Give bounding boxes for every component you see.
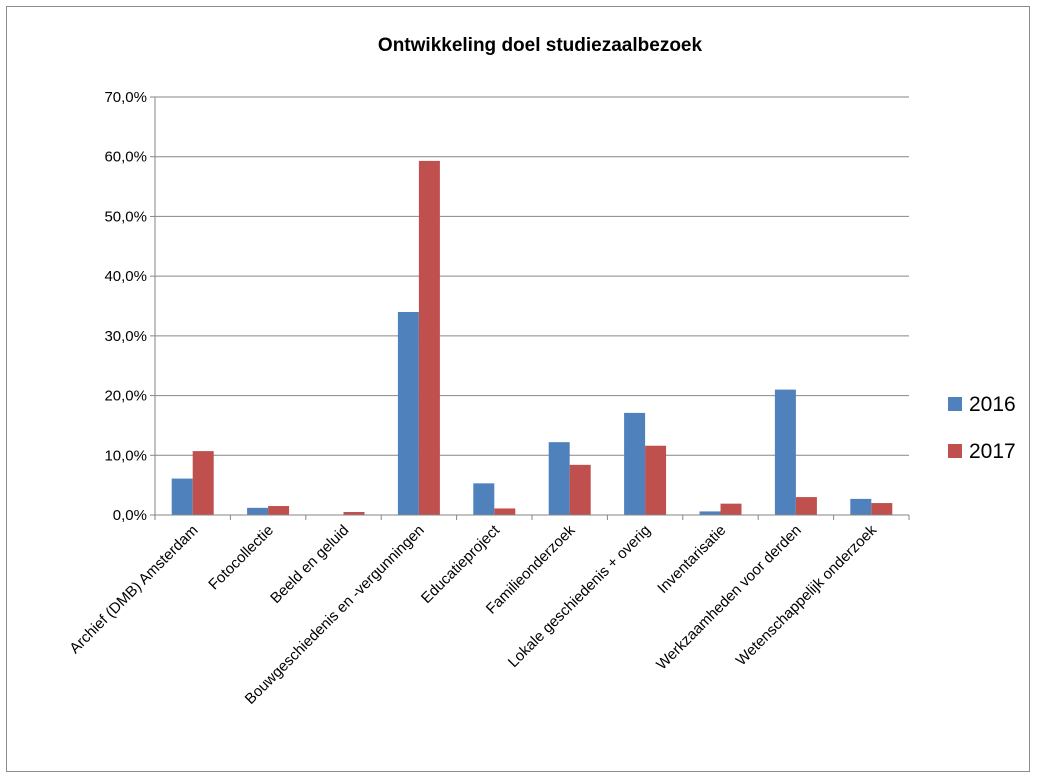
chart-frame: Ontwikkeling doel studiezaalbezoek 0,0% 1… [6,6,1030,772]
y-tick-label: 70,0% [104,89,147,106]
bar-chart: Ontwikkeling doel studiezaalbezoek 0,0% 1… [66,35,1016,708]
chart-title: Ontwikkeling doel studiezaalbezoek [378,35,703,56]
y-tick-label: 20,0% [104,388,147,405]
bar-2017-1 [192,451,214,515]
x-category-label: Wetenschappelijk onderzoek [733,521,881,669]
bar-2016-2 [247,507,269,515]
x-category-label: Beeld en geluid [267,522,352,607]
x-category-label: Werkzaamheden voor derden [653,522,805,674]
y-tick-label: 50,0% [104,208,147,225]
y-tick-label: 40,0% [104,268,147,285]
bar-2017-7 [645,445,667,515]
bar-2017-9 [795,497,817,515]
x-category-label: Archief (DMB) Amsterdam [66,522,201,657]
bar-2016-10 [850,498,872,515]
bar-2017-4 [418,160,440,515]
bar-2017-2 [268,506,290,515]
bar-2017-6 [569,464,591,515]
y-tick-label: 30,0% [104,328,147,345]
bars [171,160,893,515]
bar-2016-5 [473,483,495,515]
y-axis: 0,0% 10,0% 20,0% 30,0% 40,0% 50,0% 60,0% 70,0% [104,89,156,524]
gridlines [155,96,909,516]
x-axis: Archief (DMB) Amsterdam FotocollectieBeel… [66,514,910,708]
bar-2016-4 [397,311,419,515]
bar-2016-9 [774,389,796,515]
x-category-label: Inventarisatie [654,522,729,597]
x-category-label: Educatieproject [418,521,504,607]
legend-swatch-2017 [948,444,962,458]
bar-2016-7 [624,412,646,515]
bar-2017-10 [871,503,893,515]
x-category-label: Lokale geschiedenis + overig [505,522,654,671]
x-category-label: Fotocollectie [205,522,277,594]
bar-2017-8 [720,503,742,515]
bar-2016-1 [171,478,193,515]
legend-label-2017: 2017 [969,440,1016,463]
bar-2016-8 [699,511,721,515]
legend-swatch-2016 [948,397,962,411]
y-tick-label: 10,0% [104,447,147,464]
y-tick-label: 0,0% [113,507,147,524]
bar-2017-3 [343,512,365,515]
legend-label-2016: 2016 [969,393,1016,416]
bar-2017-5 [494,508,516,515]
bar-2016-6 [548,442,570,515]
legend: 2016 2017 [948,393,1016,463]
y-tick-label: 60,0% [104,149,147,166]
